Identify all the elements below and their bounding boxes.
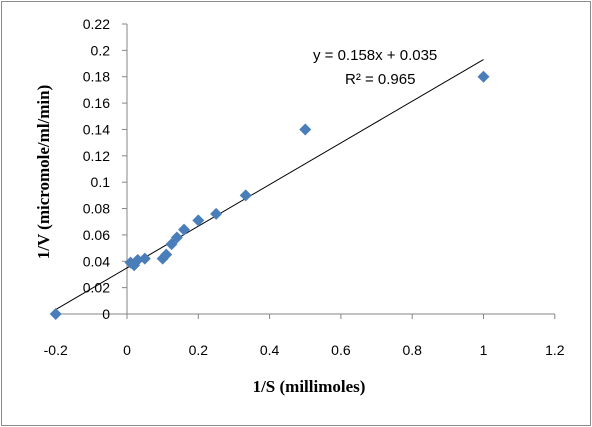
y-tick-label: 0.02: [83, 280, 110, 296]
y-tick-label: 0.04: [83, 253, 110, 269]
y-tick-label: 0.1: [91, 174, 111, 190]
x-tick-label: 0.6: [331, 342, 351, 358]
data-point: [160, 248, 173, 261]
x-tick-label: 0.4: [260, 342, 280, 358]
y-tick-label: 0.2: [91, 42, 111, 58]
y-tick-label: 0.06: [83, 227, 110, 243]
x-tick-label: -0.2: [44, 342, 68, 358]
data-point: [178, 223, 191, 236]
x-tick-label: 0.8: [402, 342, 422, 358]
x-tick-label: 0: [123, 342, 131, 358]
axes: [55, 23, 556, 319]
trendline-line: [55, 59, 484, 310]
data-point: [477, 70, 490, 83]
data-point: [170, 231, 183, 244]
data-point: [239, 189, 252, 202]
y-tick-label: 0: [102, 306, 110, 322]
tick-labels: 0 0.02 0.04 0.06 0.08 0.1 0.12 0.14 0.16 0.18 0.2 0…: [44, 16, 565, 358]
y-tick-label: 0.08: [83, 201, 110, 217]
y-tick-label: 0.22: [83, 16, 110, 32]
x-tick-label: 1.2: [545, 342, 565, 358]
data-points: [49, 70, 490, 320]
trendline: [55, 59, 484, 310]
trendline-equation: y = 0.158x + 0.035: [313, 47, 437, 64]
y-axis-label: 1/V (micromole/ml/min): [34, 85, 53, 260]
x-tick-label: 0.2: [189, 342, 209, 358]
y-tick-label: 0.12: [83, 148, 110, 164]
x-axis-label: 1/S (millimoles): [253, 377, 366, 396]
data-point: [210, 207, 223, 220]
data-point: [138, 252, 151, 265]
y-tick-label: 0.14: [83, 121, 110, 137]
y-tick-label: 0.18: [83, 69, 110, 85]
data-point: [299, 123, 312, 136]
x-tick-label: 1: [480, 342, 488, 358]
data-point: [49, 308, 62, 320]
y-tick-label: 0.16: [83, 95, 110, 111]
r-squared-label: R² = 0.965: [345, 71, 415, 88]
data-point: [192, 214, 205, 227]
